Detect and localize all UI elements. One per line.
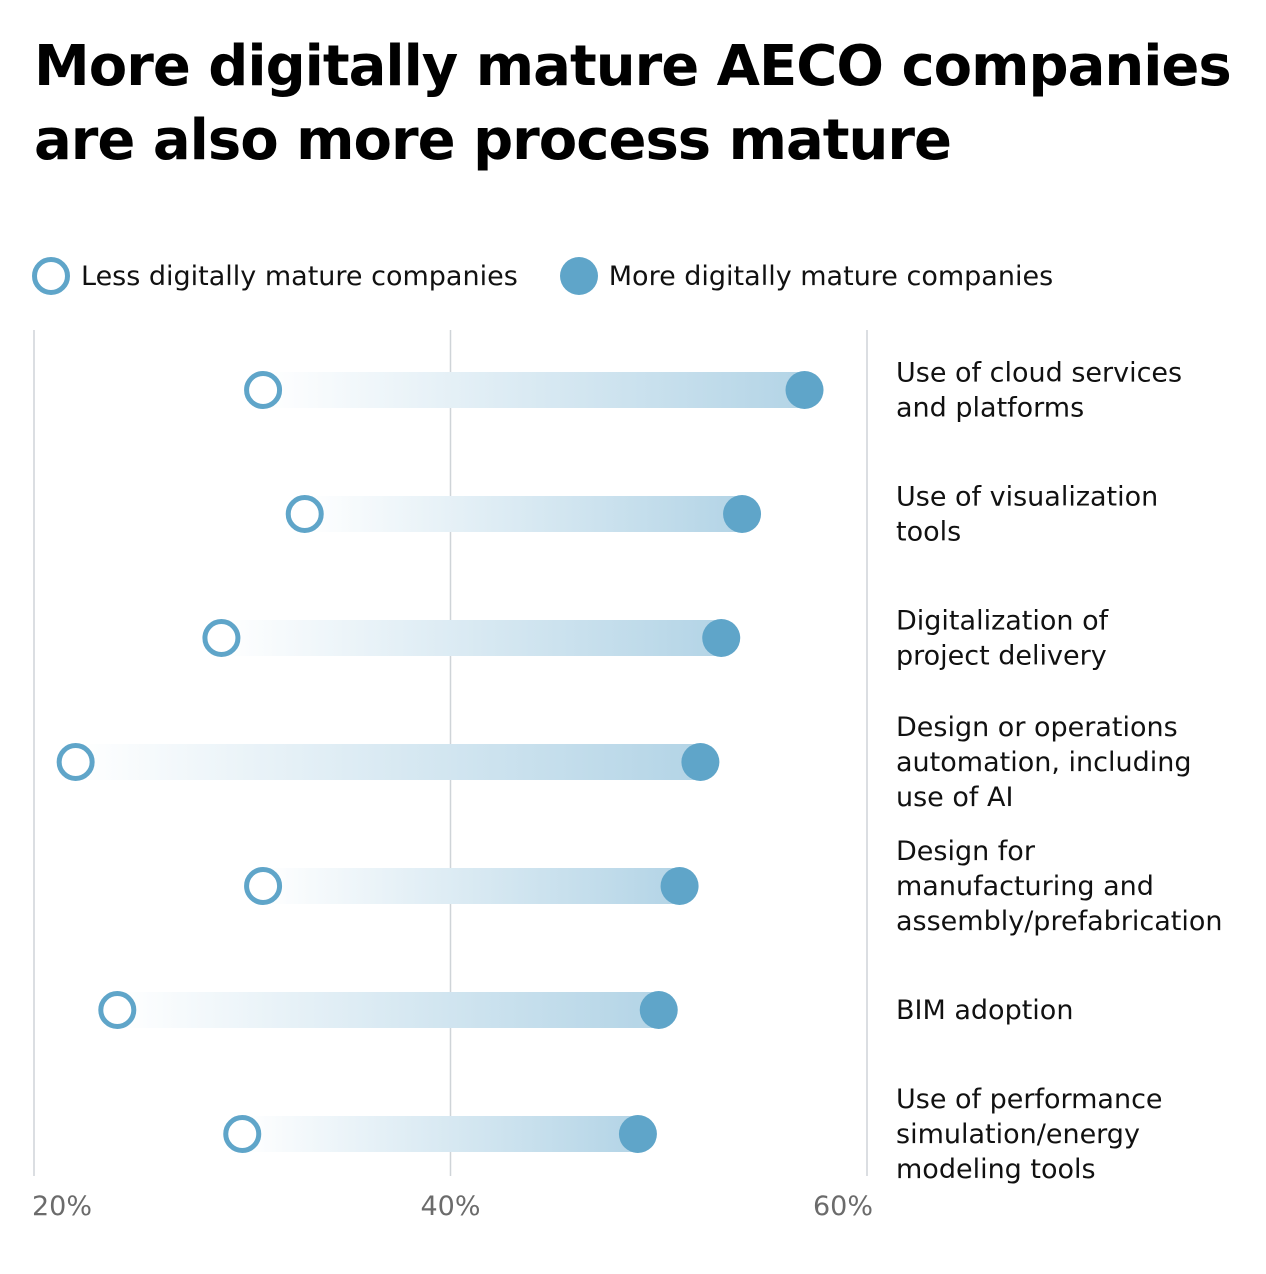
- hollow-circle-icon: [32, 257, 70, 295]
- point-less-digitally-mature: [223, 1115, 262, 1153]
- point-less-digitally-mature: [285, 495, 324, 533]
- x-axis-tick-labels: 20% 40% 60%: [32, 1191, 873, 1222]
- point-less-digitally-mature: [56, 743, 95, 781]
- category-label-line: manufacturing and: [896, 871, 1154, 902]
- range-bar: [263, 372, 805, 408]
- category-label-line: use of AI: [896, 782, 1013, 813]
- range-bars: [75, 372, 805, 1152]
- range-bar: [304, 496, 743, 532]
- range-bar: [263, 868, 680, 904]
- point-less-digitally-mature: [244, 371, 283, 409]
- chart-title-line-2: are also more process mature: [34, 108, 952, 173]
- category-label-line: automation, including: [896, 747, 1191, 778]
- x-tick-label-20: 20%: [32, 1191, 92, 1222]
- legend-label-less: Less digitally mature companies: [81, 260, 518, 292]
- category-label-line: simulation/energy: [896, 1119, 1140, 1150]
- point-more-digitally-mature: [639, 991, 678, 1029]
- category-label: Use of visualization tools: [896, 482, 1158, 548]
- category-label-line: project delivery: [896, 641, 1107, 672]
- point-more-digitally-mature: [702, 619, 741, 657]
- point-less-digitally-mature: [202, 619, 241, 657]
- data-points: [56, 371, 824, 1153]
- point-more-digitally-mature: [660, 867, 699, 905]
- x-tick-label-40: 40%: [420, 1191, 480, 1222]
- category-label-line: modeling tools: [896, 1154, 1096, 1185]
- category-label: Design or operations automation, includin…: [896, 712, 1191, 813]
- legend: Less digitally mature companies More dig…: [32, 256, 1095, 296]
- category-label: Use of performance simulation/energy model…: [896, 1084, 1163, 1185]
- category-label-line: tools: [896, 517, 961, 548]
- category-label-line: Use of cloud services: [896, 358, 1182, 389]
- category-label-line: Design for: [896, 836, 1036, 867]
- category-label-line: Digitalization of: [896, 606, 1110, 637]
- category-label: Design for manufacturing and assembly/pref…: [896, 836, 1222, 937]
- range-bar: [75, 744, 701, 780]
- category-label-line: Design or operations: [896, 712, 1178, 743]
- filled-circle-icon: [559, 257, 598, 295]
- category-label-line: Use of performance: [896, 1084, 1163, 1115]
- category-label: BIM adoption: [896, 995, 1073, 1026]
- point-less-digitally-mature: [98, 991, 137, 1029]
- category-label-line: and platforms: [896, 393, 1084, 424]
- range-bar: [117, 992, 659, 1028]
- point-more-digitally-mature: [785, 371, 824, 409]
- category-label: Digitalization of project delivery: [896, 606, 1110, 672]
- category-label-line: BIM adoption: [896, 995, 1073, 1026]
- category-label: Use of cloud services and platforms: [896, 358, 1182, 424]
- category-label-line: Use of visualization: [896, 482, 1158, 513]
- chart-title-line-1: More digitally mature AECO companies: [34, 34, 1232, 99]
- point-more-digitally-mature: [618, 1115, 657, 1153]
- point-more-digitally-mature: [723, 495, 762, 533]
- legend-label-more: More digitally mature companies: [608, 260, 1054, 292]
- legend-item-more: More digitally mature companies: [559, 257, 1054, 295]
- range-bar: [242, 1116, 638, 1152]
- legend-item-less: Less digitally mature companies: [32, 257, 518, 295]
- chart-title: More digitally mature AECO companies are…: [34, 30, 1234, 178]
- point-more-digitally-mature: [681, 743, 720, 781]
- x-tick-label-60: 60%: [813, 1191, 873, 1222]
- range-bar: [221, 620, 722, 656]
- category-label-line: assembly/prefabrication: [896, 906, 1222, 937]
- point-less-digitally-mature: [244, 867, 283, 905]
